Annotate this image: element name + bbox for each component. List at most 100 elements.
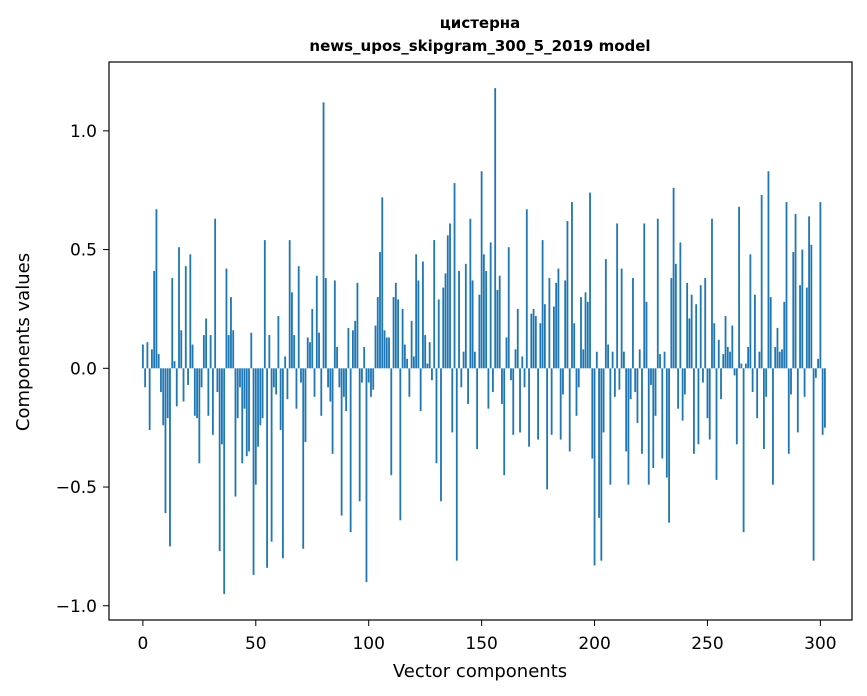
bar xyxy=(284,356,287,369)
bar xyxy=(462,351,465,369)
bar xyxy=(338,368,341,388)
bar xyxy=(146,342,149,369)
bar xyxy=(534,316,537,369)
bar xyxy=(564,280,567,369)
bar xyxy=(349,368,352,533)
bar xyxy=(758,351,761,369)
bar xyxy=(365,368,368,583)
bar xyxy=(519,368,521,433)
bar xyxy=(480,171,483,369)
bar xyxy=(634,368,637,393)
bar xyxy=(347,327,350,369)
bar xyxy=(281,368,284,559)
bar xyxy=(532,308,535,369)
bar xyxy=(672,187,675,369)
bar xyxy=(586,301,589,369)
bar xyxy=(354,320,357,369)
bar xyxy=(643,223,646,369)
y-tick-label: 0.0 xyxy=(70,359,97,379)
bar xyxy=(297,266,300,369)
bar xyxy=(659,354,661,369)
bar xyxy=(207,368,210,416)
bar xyxy=(277,316,280,369)
bar xyxy=(453,183,456,369)
bar xyxy=(808,216,810,369)
bar xyxy=(501,368,503,404)
bar xyxy=(577,368,580,388)
bar xyxy=(340,368,343,516)
bar xyxy=(595,351,598,369)
bar xyxy=(604,259,607,369)
bar xyxy=(744,363,747,369)
bar xyxy=(602,368,605,433)
bar xyxy=(751,368,754,393)
bar xyxy=(180,330,183,369)
bar xyxy=(555,282,558,369)
bar xyxy=(236,368,239,419)
bar xyxy=(568,368,571,452)
bar xyxy=(345,368,348,412)
bar xyxy=(300,368,302,383)
bar xyxy=(778,351,781,369)
bar xyxy=(539,323,542,369)
bar xyxy=(202,335,205,369)
bar xyxy=(496,289,499,369)
y-tick-label: 1.0 xyxy=(70,122,97,142)
bar xyxy=(548,278,551,369)
bar xyxy=(403,344,406,369)
bar xyxy=(573,323,576,369)
bar xyxy=(510,368,512,381)
bar xyxy=(810,244,813,369)
bar xyxy=(428,342,431,369)
bar xyxy=(419,368,422,412)
bar xyxy=(322,102,325,369)
bar xyxy=(437,299,440,369)
bar xyxy=(471,280,474,369)
bar xyxy=(390,368,393,476)
bar xyxy=(205,318,208,369)
x-tick-label: 150 xyxy=(465,634,497,654)
bar xyxy=(392,297,395,369)
bar xyxy=(625,368,628,452)
x-axis: 0 50 100 150 200 250 300 xyxy=(137,620,837,654)
bar xyxy=(324,278,327,369)
bar xyxy=(783,301,786,369)
bar xyxy=(674,263,677,369)
bar xyxy=(814,368,817,378)
bar xyxy=(661,368,664,459)
bar xyxy=(376,297,379,369)
bar xyxy=(507,247,510,369)
bar xyxy=(311,308,314,369)
bar xyxy=(566,221,569,369)
bar xyxy=(243,368,246,409)
bar xyxy=(613,368,616,397)
bar xyxy=(440,368,442,502)
bar xyxy=(178,247,180,369)
bar xyxy=(417,280,420,369)
bar xyxy=(214,218,217,369)
bar xyxy=(482,254,485,369)
bar xyxy=(169,368,171,547)
bar xyxy=(801,249,804,369)
bar xyxy=(763,368,765,450)
bar xyxy=(505,337,508,369)
bar xyxy=(302,368,305,549)
bar xyxy=(715,368,718,480)
bar xyxy=(742,368,745,533)
bar xyxy=(248,368,250,452)
bar xyxy=(753,294,756,369)
bar xyxy=(729,351,731,369)
bar xyxy=(257,368,259,447)
bar xyxy=(652,368,655,469)
bar xyxy=(656,218,659,369)
bar xyxy=(774,346,777,369)
bar xyxy=(726,346,729,369)
bar xyxy=(654,368,657,416)
bar xyxy=(209,335,212,369)
bar xyxy=(559,368,562,440)
bar xyxy=(388,337,390,369)
bar xyxy=(492,368,494,393)
bar xyxy=(557,268,560,369)
bar xyxy=(636,368,639,423)
bar xyxy=(476,368,479,450)
